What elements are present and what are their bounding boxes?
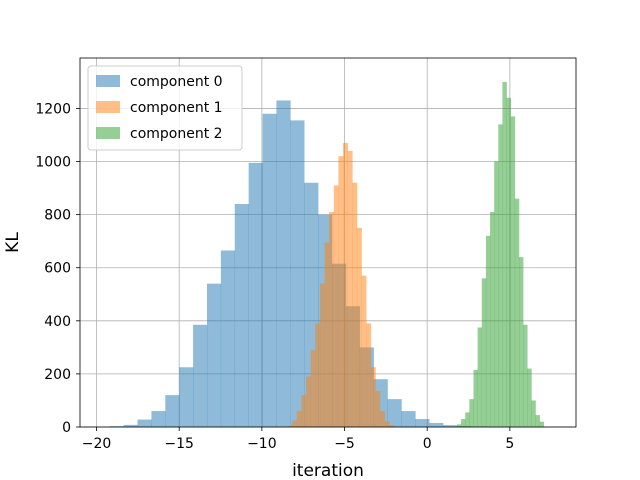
histogram-bar: [490, 211, 495, 427]
series-1-bars: [287, 142, 395, 427]
y-tick-label: 200: [44, 367, 71, 383]
histogram-bar: [137, 419, 152, 427]
histogram-bar: [465, 412, 470, 427]
histogram-bar: [506, 97, 511, 428]
histogram-bar: [485, 235, 491, 427]
histogram-bar: [306, 376, 311, 427]
series-2-bars: [456, 81, 545, 428]
histogram-bar: [535, 415, 540, 427]
y-tick-label: 1200: [35, 101, 71, 117]
histogram-bar: [473, 369, 478, 427]
histogram-bar: [343, 142, 348, 427]
histogram-bar: [366, 323, 372, 427]
histogram-bar: [461, 419, 466, 427]
x-tick-label: −20: [82, 436, 112, 452]
histogram-bar: [292, 420, 298, 427]
histogram-bar: [443, 425, 458, 427]
histogram-bar: [384, 421, 390, 427]
histogram-bar: [248, 162, 263, 427]
histogram-bars: [109, 81, 545, 428]
legend-label: component 1: [130, 100, 223, 116]
x-tick-label: −15: [164, 436, 194, 452]
histogram-bar: [401, 411, 416, 427]
histogram-bar: [324, 242, 330, 427]
histogram-bar: [296, 411, 302, 427]
histogram-bar: [347, 150, 353, 427]
histogram-bar: [502, 81, 507, 427]
histogram-bar: [539, 421, 545, 427]
histogram-bar: [387, 399, 402, 427]
histogram-bar: [315, 323, 321, 427]
histogram-bar: [389, 424, 395, 427]
histogram-bar: [151, 411, 166, 427]
axis-ticks: −20 −15 −10 −5 0 5 0 200 400 600 800 1000 1200: [35, 101, 514, 452]
histogram-bar: [179, 367, 194, 427]
histogram-bar: [415, 419, 430, 427]
histogram-bar: [370, 367, 376, 427]
legend-swatch: [96, 127, 120, 139]
histogram-bar: [319, 283, 325, 427]
histogram-bar: [531, 400, 536, 427]
histogram-bar: [262, 113, 277, 427]
histogram-bar: [456, 424, 462, 427]
histogram-bar: [481, 278, 487, 427]
x-tick-label: 5: [505, 436, 514, 452]
histogram-bar: [361, 275, 367, 427]
histogram-bar: [287, 425, 293, 427]
legend: component 0 component 1 component 2: [87, 65, 243, 151]
y-tick-label: 800: [44, 208, 71, 224]
legend-swatch: [96, 75, 120, 87]
histogram-bar: [276, 100, 291, 427]
legend-swatch: [96, 101, 120, 113]
histogram-bar: [220, 250, 236, 427]
histogram-bar: [206, 283, 222, 427]
histogram-bar: [429, 423, 444, 427]
y-tick-label: 1000: [35, 155, 71, 171]
histogram-bar: [510, 116, 516, 427]
histogram-bar: [165, 395, 180, 427]
histogram-bar: [310, 350, 316, 427]
histogram-bar: [329, 211, 335, 427]
histogram-bar: [356, 227, 362, 427]
histogram-bar: [234, 204, 249, 427]
x-tick-label: 0: [423, 436, 432, 452]
histogram-bar: [527, 368, 532, 427]
x-tick-label: −5: [334, 436, 355, 452]
legend-box: [87, 65, 243, 151]
x-axis-label: iteration: [292, 461, 364, 480]
plot-frame: [79, 57, 577, 428]
histogram-bar: [375, 391, 381, 427]
histogram-bar: [301, 395, 307, 427]
histogram-bar: [380, 411, 386, 427]
histogram-bar: [469, 399, 474, 427]
histogram-bar: [333, 185, 339, 427]
histogram-bar: [498, 124, 503, 427]
histogram-bar: [514, 198, 520, 427]
y-tick-label: 0: [62, 420, 71, 436]
histogram-bar: [123, 424, 138, 427]
histogram-bar: [338, 156, 344, 427]
histogram-bar: [494, 161, 499, 427]
histogram-bar: [523, 324, 528, 427]
histogram-bar: [290, 120, 305, 428]
y-axis-label: KL: [3, 232, 23, 253]
y-tick-label: 600: [44, 261, 71, 277]
y-tick-label: 400: [44, 314, 71, 330]
histogram-bar: [518, 257, 524, 427]
legend-label: component 0: [130, 74, 223, 90]
histogram-bar: [193, 324, 208, 427]
histogram-bar: [352, 182, 358, 427]
legend-label: component 2: [130, 126, 223, 142]
x-tick-label: −10: [247, 436, 277, 452]
histogram-bar: [477, 327, 483, 427]
